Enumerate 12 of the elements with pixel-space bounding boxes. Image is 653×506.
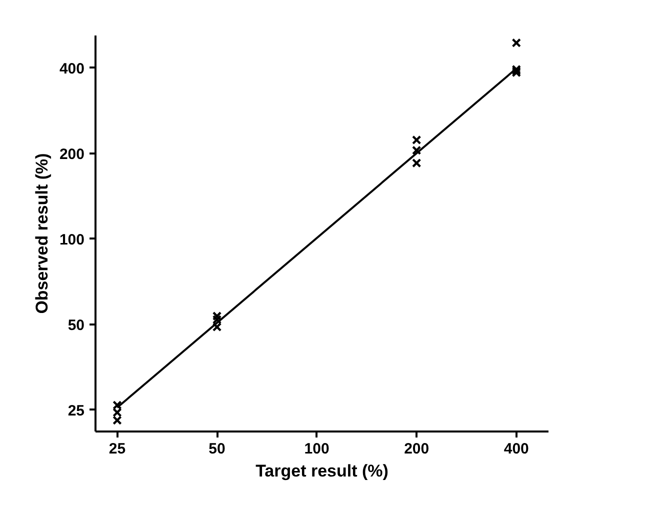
y-tick-label: 25	[68, 402, 85, 420]
y-tick-label: 400	[59, 60, 85, 78]
x-tick-label: 50	[208, 440, 226, 458]
x-axis-title: Target result (%)	[256, 462, 388, 480]
x-tick-label: 100	[304, 440, 330, 458]
x-tick-label: 25	[108, 440, 126, 458]
y-tick-label: 50	[68, 316, 85, 334]
y-axis-title: Observed result (%)	[32, 153, 52, 314]
y-tick-label: 100	[59, 231, 85, 248]
x-tick-label: 400	[504, 440, 529, 458]
x-tick-label: 200	[404, 440, 430, 458]
y-tick-label: 200	[59, 146, 85, 163]
